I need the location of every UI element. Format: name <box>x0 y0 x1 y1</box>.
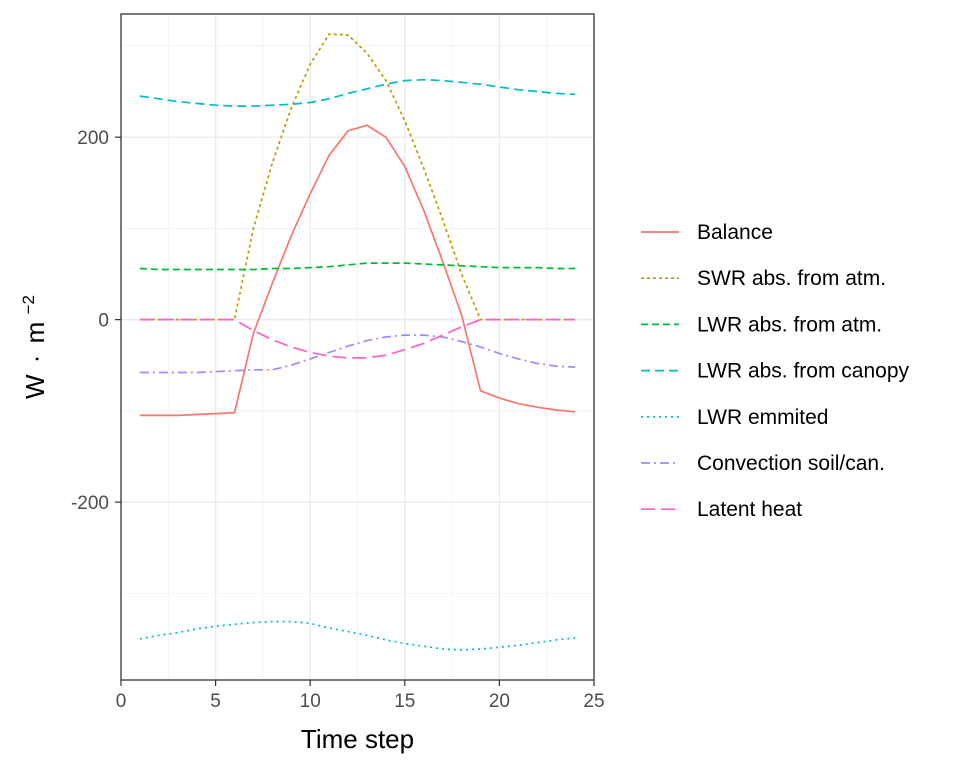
x-axis-title: Time step <box>301 724 414 754</box>
y-tick-label: 200 <box>77 128 109 149</box>
legend-label: Convection soil/can. <box>697 452 885 475</box>
y-axis-title-exponent: −2 <box>19 295 38 314</box>
legend: Balance SWR abs. from atm. LWR abs. from a… <box>641 221 910 521</box>
panel-border <box>120 13 595 681</box>
series-line-lwr-emmited <box>139 620 576 651</box>
y-axis-title: W · m −2 <box>19 295 50 399</box>
legend-label: LWR emmited <box>697 406 828 429</box>
x-tick-label: 5 <box>210 691 221 712</box>
series-lines <box>139 33 576 651</box>
legend-label: LWR abs. from atm. <box>697 313 882 336</box>
y-tick-label: -200 <box>71 493 109 514</box>
y-axis: 200 0 -200 <box>71 128 121 514</box>
y-tick-label: 0 <box>98 311 109 332</box>
y-axis-title-dot: · <box>20 355 50 364</box>
legend-label: SWR abs. from atm. <box>697 267 886 290</box>
x-tick-label: 10 <box>300 691 321 712</box>
legend-label: Latent heat <box>697 498 802 521</box>
x-tick-label: 0 <box>116 691 127 712</box>
legend-label: Balance <box>697 221 773 244</box>
minor-gridlines <box>121 14 594 680</box>
x-tick-label: 20 <box>489 691 510 712</box>
series-line-lwr-abs-from-canopy <box>139 78 576 107</box>
series-line-balance <box>139 124 576 417</box>
series-line-latent-heat <box>139 318 576 359</box>
x-axis: 0 5 10 15 20 25 <box>116 680 605 712</box>
y-axis-title-main: W <box>20 374 50 399</box>
legend-label: LWR abs. from canopy <box>697 360 910 383</box>
x-tick-label: 25 <box>583 691 604 712</box>
y-axis-title-unit: m <box>20 322 50 344</box>
x-tick-label: 15 <box>394 691 415 712</box>
series-line-lwr-abs-from-atm <box>139 262 576 271</box>
